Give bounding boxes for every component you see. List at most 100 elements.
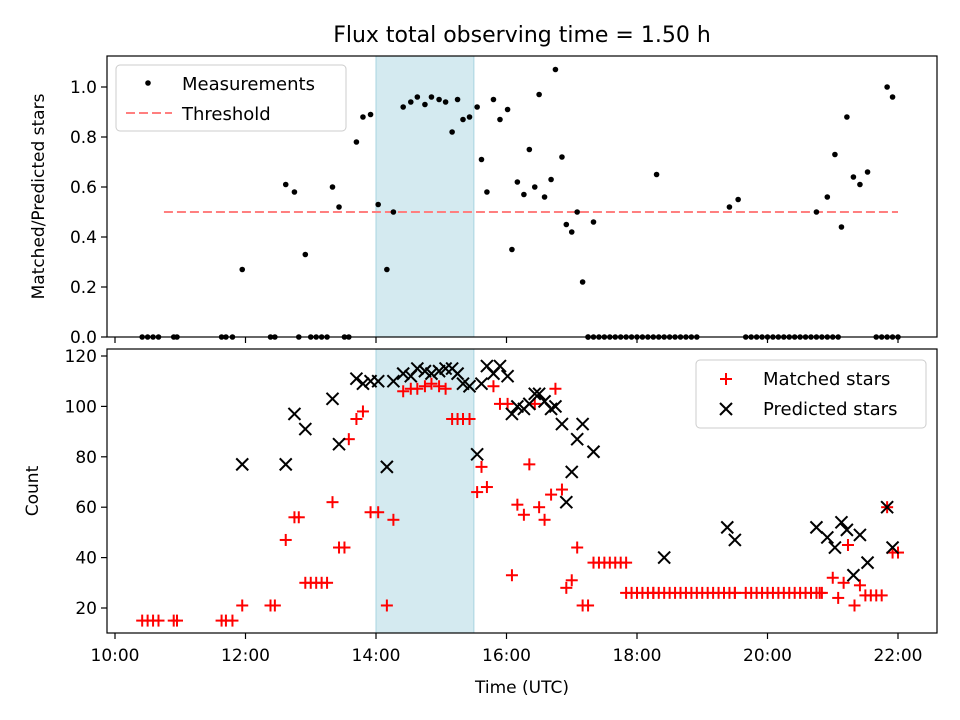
- predicted-star-marker: [555, 417, 569, 431]
- matched-star-marker: [350, 413, 363, 425]
- bottom-y-ticks: 20 40 60 80 100 120: [65, 347, 107, 619]
- predicted-star-marker: [462, 379, 477, 393]
- predicted-star-marker: [438, 361, 453, 376]
- predicted-star-marker: [828, 540, 842, 555]
- predicted-star-marker: [371, 374, 385, 388]
- measurement-point: [478, 156, 485, 163]
- matched-star-marker: [425, 377, 438, 390]
- predicted-star-marker: [544, 402, 558, 416]
- matched-star-marker: [582, 599, 595, 612]
- matched-star-marker: [279, 533, 292, 546]
- measurement-point: [336, 204, 342, 210]
- top-y-tick-label: 0.2: [70, 278, 97, 298]
- x-axis-label: Time (UTC): [474, 678, 569, 698]
- measurement-point: [302, 251, 309, 258]
- predicted-star-marker: [548, 399, 563, 414]
- predicted-star-marker: [809, 520, 824, 535]
- predicted-star-marker: [474, 377, 489, 391]
- predicted-star-marker: [410, 361, 425, 376]
- bottom-y-tick-label: 120: [65, 347, 97, 367]
- predicted-star-marker: [860, 555, 875, 570]
- matched-star-marker: [815, 586, 828, 599]
- measurement-point: [504, 106, 511, 113]
- matched-star-marker: [620, 556, 633, 569]
- bottom-x-tick-label: 16:00: [482, 646, 531, 666]
- predicted-star-marker: [287, 407, 302, 421]
- matched-star-marker: [418, 380, 431, 393]
- measurement-point: [563, 221, 570, 228]
- predicted-star-marker: [853, 528, 867, 542]
- measurement-point: [329, 184, 336, 190]
- matched-star-marker: [292, 511, 305, 524]
- measurement-point: [590, 219, 597, 225]
- bottom-x-tick-label: 18:00: [613, 646, 662, 666]
- bottom-x-tick-label: 20:00: [743, 646, 792, 666]
- measurement-point: [857, 181, 863, 188]
- predicted-star-marker: [235, 457, 249, 472]
- measurement-point: [400, 104, 406, 110]
- predicted-star-marker: [846, 568, 861, 582]
- matched-star-marker: [397, 385, 410, 398]
- matched-star-marker: [545, 488, 558, 501]
- bottom-x-tick-label: 12:00: [221, 646, 270, 666]
- top-legend: Measurements Threshold: [115, 64, 347, 132]
- matched-star-marker: [338, 541, 351, 554]
- predicted-star-marker: [575, 417, 590, 431]
- predicted-star-marker: [279, 457, 293, 472]
- measurement-point: [548, 176, 554, 183]
- measurement-point: [454, 96, 461, 103]
- measurement-point: [449, 129, 455, 135]
- measurement-point: [282, 181, 289, 188]
- matched-star-marker: [487, 380, 500, 393]
- predicted-star-marker: [565, 465, 579, 479]
- matched-star-marker: [439, 382, 452, 395]
- matched-star-marker: [475, 460, 488, 473]
- matched-star-marker: [411, 382, 424, 395]
- predicted-star-marker: [380, 460, 394, 474]
- top-y-ticks: 0.0 0.2 0.4 0.6 0.8 1.0: [70, 78, 107, 348]
- predicted-star-marker: [450, 366, 465, 381]
- measurement-point: [726, 204, 733, 210]
- top-y-tick-label: 0.6: [70, 178, 97, 198]
- matched-star-marker: [372, 506, 385, 519]
- measurement-point: [559, 154, 565, 160]
- legend-measurements-label: Measurements: [182, 74, 315, 95]
- matched-star-marker: [463, 413, 476, 425]
- predicted-star-marker: [586, 445, 601, 459]
- predicted-star-points: [235, 359, 900, 582]
- measurement-point: [375, 201, 381, 208]
- bottom-y-axis-label: Count: [23, 465, 43, 516]
- measurement-point: [490, 96, 497, 103]
- matched-star-marker: [433, 380, 446, 393]
- matched-star-marker: [321, 576, 334, 589]
- measurement-point: [390, 209, 397, 215]
- predicted-star-marker: [386, 374, 401, 388]
- bottom-y-tick-label: 60: [75, 498, 97, 518]
- measurement-point: [484, 189, 490, 195]
- matched-star-marker: [471, 486, 484, 499]
- bottom-axes-frame: [106, 348, 938, 634]
- measurement-point: [436, 96, 442, 103]
- legend-matched-label: Matched stars: [763, 369, 890, 390]
- measurement-point: [824, 194, 831, 200]
- measurement-point: [531, 184, 538, 190]
- top-y-tick-label: 0.0: [70, 328, 97, 348]
- measurement-point: [497, 116, 503, 123]
- matched-star-marker: [517, 508, 530, 521]
- top-y-axis-label: Matched/Predicted stars: [29, 93, 49, 299]
- measurement-point: [568, 229, 575, 235]
- measurement-point: [884, 84, 890, 90]
- measurement-point: [384, 266, 390, 273]
- top-legend-box: [115, 64, 347, 132]
- matched-star-marker: [560, 581, 573, 594]
- measurement-point: [574, 209, 580, 215]
- legend-measurements-marker: [145, 80, 151, 86]
- measurement-point: [408, 99, 414, 105]
- predicted-star-marker: [505, 407, 519, 421]
- matched-star-marker: [511, 498, 524, 511]
- measurement-point: [844, 114, 850, 120]
- bottom-x-tick-label: 14:00: [352, 646, 401, 666]
- matched-star-marker: [875, 589, 888, 602]
- predicted-star-marker: [728, 533, 742, 547]
